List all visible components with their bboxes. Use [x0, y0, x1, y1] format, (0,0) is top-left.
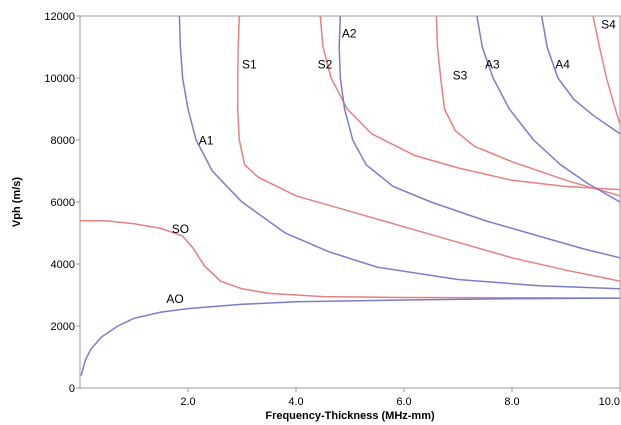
- series-label-a3: A3: [485, 58, 500, 72]
- series-line-s4: [592, 15, 621, 125]
- series-label-so: SO: [172, 222, 189, 236]
- y-tick-label: 4000: [51, 259, 75, 271]
- series-line-a4: [540, 15, 621, 135]
- x-tick-label: 4.0: [288, 396, 303, 408]
- plot-area: [79, 15, 621, 389]
- y-tick-label: 12000: [44, 11, 75, 23]
- series-label-s2: S2: [318, 58, 333, 72]
- series-line-s2: [319, 15, 621, 191]
- y-axis-ticks: 0 2000 4000 6000 8000 10000 12000: [44, 11, 80, 395]
- x-tick-label: 2.0: [180, 396, 195, 408]
- series-line-s1: [236, 15, 621, 282]
- x-axis-title: Frequency-Thickness (MHz-mm): [265, 410, 435, 422]
- x-axis-ticks: 2.0 4.0 6.0 8.0 10.0: [180, 388, 621, 408]
- y-tick-label: 2000: [51, 321, 75, 333]
- x-tick-label: 8.0: [504, 396, 519, 408]
- plot-frame: [79, 15, 621, 389]
- series-label-ao: AO: [166, 292, 183, 306]
- series-label-a1: A1: [199, 134, 214, 148]
- series-layer: [79, 15, 621, 376]
- y-tick-label: 6000: [51, 197, 75, 209]
- series-line-ao: [80, 297, 621, 376]
- series-line-s3: [435, 15, 621, 197]
- series-line-so: [79, 219, 621, 299]
- series-label-s3: S3: [453, 69, 468, 83]
- series-label-a2: A2: [342, 27, 357, 41]
- series-label-s4: S4: [601, 17, 616, 31]
- mode-labels: SO AO A1 S1 S2 A2 S3 A3 A4 S4: [166, 17, 616, 305]
- y-tick-label: 0: [69, 383, 75, 395]
- series-label-s1: S1: [242, 58, 257, 72]
- y-tick-label: 8000: [51, 135, 75, 147]
- x-tick-label: 6.0: [396, 396, 411, 408]
- series-line-a3: [476, 15, 621, 203]
- y-axis-title: Vph (m/s): [11, 177, 23, 227]
- y-tick-label: 10000: [44, 73, 75, 85]
- series-line-a1: [178, 15, 621, 290]
- x-tick-label: 10.0: [599, 396, 620, 408]
- series-label-a4: A4: [555, 58, 570, 72]
- series-line-a2: [338, 15, 621, 259]
